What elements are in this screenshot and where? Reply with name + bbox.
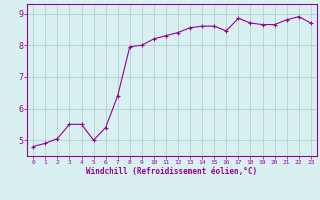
X-axis label: Windchill (Refroidissement éolien,°C): Windchill (Refroidissement éolien,°C) (86, 167, 258, 176)
